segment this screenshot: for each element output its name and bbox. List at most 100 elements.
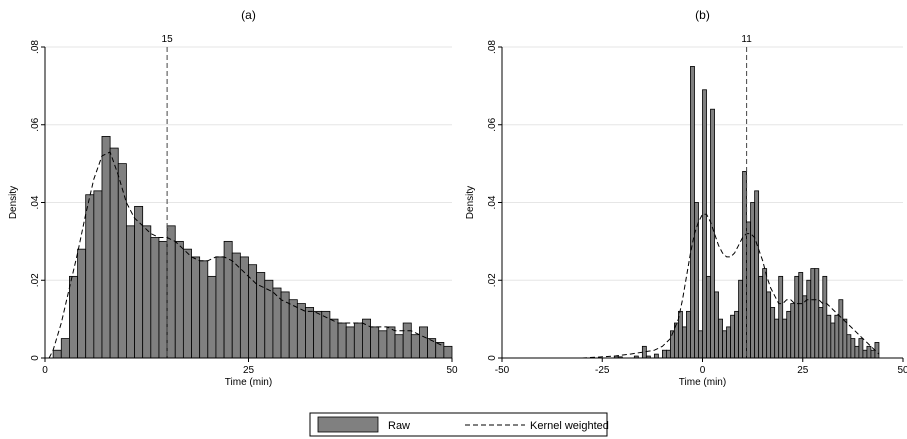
b-bar-55 — [858, 338, 864, 359]
b-reference-label: 11 — [741, 34, 752, 45]
b-bar-46 — [822, 275, 828, 359]
a-bar-31 — [305, 307, 315, 359]
a-bar-40 — [378, 330, 388, 359]
a-bar-20 — [215, 256, 225, 359]
a-ytick-label-1: .02 — [30, 273, 41, 287]
a-bar-46 — [427, 338, 437, 359]
b-bar-5 — [653, 353, 659, 359]
b-ytick-label-0: 0 — [487, 355, 498, 361]
a-bar-11 — [142, 225, 152, 359]
b-bar-39 — [794, 275, 800, 359]
b-bar-38 — [790, 303, 796, 359]
a-bar-38 — [362, 318, 371, 359]
b-bar-11 — [682, 326, 687, 359]
a-bar-25 — [256, 272, 266, 359]
b-bar-22 — [726, 326, 731, 359]
a-bar-42 — [394, 334, 404, 359]
b-y-axis-title: Density — [465, 186, 476, 219]
a-bar-2 — [69, 275, 78, 359]
a-bar-43 — [402, 322, 412, 359]
a-bar-15 — [174, 240, 184, 359]
legend: Raw Kernel weighted — [309, 412, 609, 437]
b-bar-48 — [830, 322, 836, 359]
a-x-axis-title: Time (min) — [225, 377, 272, 388]
b-ytick-label-3: .06 — [487, 117, 498, 131]
a-reference-label: 15 — [162, 34, 174, 45]
b-bar-26 — [742, 170, 748, 359]
a-ytick-label-0: 0 — [30, 355, 41, 361]
b-ytick-label-4: .08 — [487, 40, 498, 54]
a-bar-9 — [126, 225, 135, 359]
a-bar-32 — [313, 310, 323, 359]
a-bar-26 — [264, 279, 274, 359]
b-bar-32 — [766, 291, 772, 359]
b-bar-23 — [730, 314, 735, 359]
b-bar-41 — [802, 295, 808, 359]
b-bar-17 — [706, 275, 711, 359]
b-bar-57 — [866, 345, 872, 359]
a-bar-33 — [321, 310, 331, 359]
a-y-axis-title: Density — [8, 186, 19, 219]
b-bar-3 — [641, 345, 647, 359]
b-bar-28 — [750, 202, 756, 359]
b-bar-33 — [770, 307, 776, 359]
panel-b: 11 0 .02 .04 .06 .08 -50 -25 0 25 50 Time (min) Dens… — [465, 8, 907, 388]
b-bar-56 — [862, 349, 868, 359]
a-bar-17 — [191, 256, 201, 359]
a-bar-41 — [386, 326, 396, 359]
a-bar-14 — [166, 225, 176, 359]
a-bar-13 — [158, 240, 168, 359]
panel-a: 15 0 .02 .04 .06 .08 0 25 50 Time (min) Density (a) — [8, 8, 458, 388]
b-bar-14 — [694, 202, 699, 359]
b-bar-51 — [842, 318, 848, 359]
a-bar-12 — [150, 237, 160, 359]
b-bar-42 — [806, 279, 812, 359]
b-xtick-label-3: 25 — [797, 365, 809, 376]
a-bar-35 — [337, 322, 347, 359]
a-bar-1 — [60, 338, 70, 359]
b-bar-16 — [702, 89, 707, 359]
a-bar-3 — [77, 248, 87, 359]
b-bar-30 — [758, 275, 764, 359]
b-x-axis-title: Time (min) — [679, 377, 726, 388]
b-bar-20 — [718, 318, 723, 359]
b-bar-25 — [738, 279, 744, 359]
a-bar-22 — [231, 252, 241, 359]
legend-kernel-label: Kernel weighted — [530, 420, 609, 432]
a-bar-21 — [223, 240, 233, 359]
a-bar-6 — [101, 136, 111, 359]
b-bar-36 — [782, 318, 788, 359]
b-bar-29 — [754, 190, 760, 359]
a-bar-36 — [345, 326, 355, 359]
b-xtick-label-4: 50 — [897, 365, 907, 376]
a-bar-5 — [93, 190, 103, 359]
b-bar-37 — [786, 310, 792, 359]
a-bar-39 — [370, 326, 380, 359]
b-bar-15 — [698, 330, 703, 359]
b-bar-21 — [722, 330, 727, 359]
b-bar-52 — [846, 334, 852, 359]
b-panel-title: (b) — [695, 8, 710, 22]
a-bar-4 — [85, 194, 95, 359]
a-bar-44 — [410, 334, 420, 359]
a-panel-title: (a) — [241, 8, 256, 22]
b-bar-27 — [746, 221, 752, 359]
a-bar-34 — [329, 318, 339, 359]
a-kernel-line — [48, 151, 445, 359]
b-xtick-label-0: -50 — [495, 365, 510, 376]
a-bar-48 — [443, 345, 453, 359]
a-bar-30 — [296, 303, 306, 359]
b-bar-44 — [814, 268, 820, 359]
b-bar-58 — [870, 349, 876, 359]
b-bar-54 — [854, 345, 860, 359]
a-ytick-label-3: .06 — [30, 117, 41, 131]
legend-raw-swatch — [317, 416, 379, 433]
legend-frame — [309, 412, 608, 437]
legend-raw-label: Raw — [388, 420, 410, 432]
a-bar-18 — [199, 260, 209, 359]
b-bar-40 — [798, 272, 804, 359]
b-bar-53 — [850, 338, 856, 359]
b-bar-45 — [818, 307, 824, 359]
a-bar-19 — [207, 275, 217, 359]
b-bar-49 — [834, 314, 840, 359]
